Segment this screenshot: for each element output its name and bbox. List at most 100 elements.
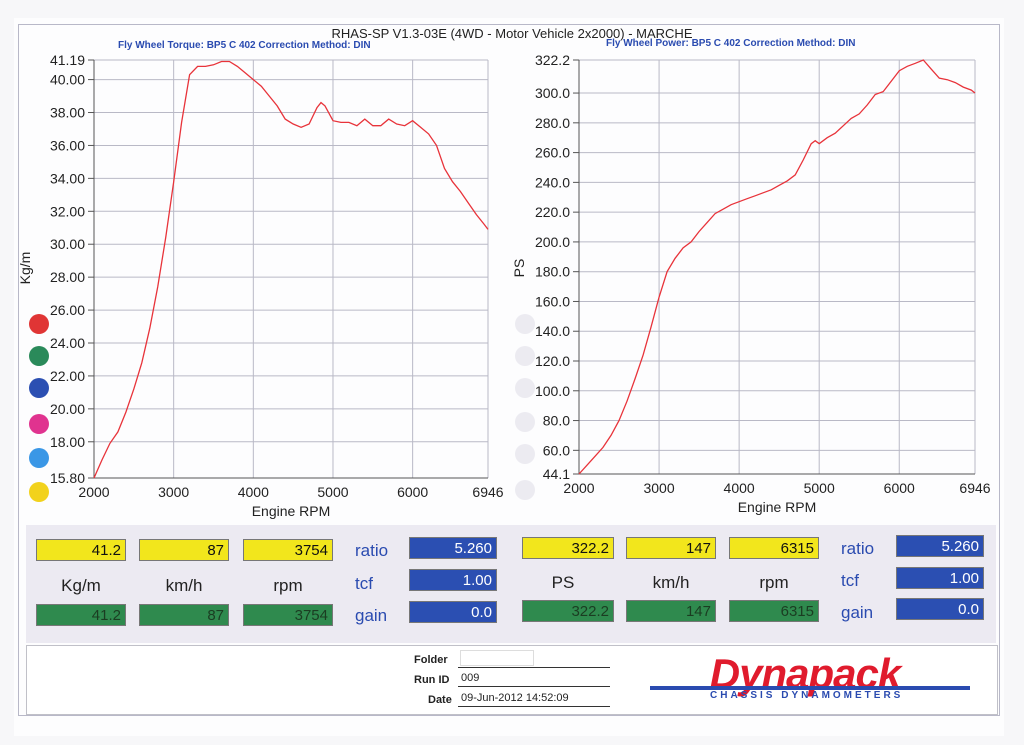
torque-y-axis-label: Kg/m [17,252,33,285]
torque-curve [93,60,489,479]
logo-tagline: CHASSIS DYNAMOMETERS [710,690,904,701]
torque-y-tick-label: 32.00 [50,203,85,219]
torque-x-tick-label: 5000 [317,484,348,500]
tcf-value-right[interactable]: 1.00 [896,567,984,589]
torque-y-tick-label: 15.80 [50,470,85,486]
runid-value: 009 [461,672,480,684]
torque-y-tick-label: 24.00 [50,335,85,351]
power-y-tick-label: 280.0 [535,115,570,131]
unit-torque: Kg/m [61,576,101,595]
ratio-value-right[interactable]: 5.260 [896,535,984,557]
unit-speed: km/h [165,576,203,595]
power-y-tick-label: 140.0 [535,323,570,339]
torque-y-tick-label: 22.00 [50,368,85,384]
torque-y-tick-label: 30.00 [50,236,85,252]
power-curve [578,59,976,475]
gain-value-right[interactable]: 0.0 [896,598,984,620]
power-y-tick-label: 44.1 [543,466,570,482]
power-y-axis-label: PS [511,259,527,278]
ratio-label-right: ratio [841,539,875,558]
torque-y-tick-label: 38.00 [50,105,85,121]
torque-y-tick-label: 40.00 [50,72,85,88]
max-torque-box: 41.2 [36,539,126,561]
power-x-tick-label: 6000 [884,480,915,496]
cur-rpm-box-right: 6315 [729,600,819,622]
power-y-tick-label: 300.0 [535,85,570,101]
power-y-tick-label: 60.0 [543,442,570,458]
run-slot-4[interactable] [515,412,535,432]
unit-speed-right: km/h [652,573,690,592]
folder-underline [458,667,610,668]
torque-x-tick-label: 6000 [397,484,428,500]
run-slot-1[interactable] [515,314,535,334]
ratio-label: ratio [355,541,389,560]
run-dot-blue[interactable] [29,378,49,398]
cur-speed-box: 87 [139,604,229,626]
runid-underline [458,686,610,687]
max-speed-box: 87 [139,539,229,561]
unit-power: PS [551,573,575,592]
torque-x-tick-label: 3000 [158,484,189,500]
ratio-value[interactable]: 5.260 [409,537,497,559]
dynapack-logo: Dynapack CHASSIS DYNAMOMETERS [640,650,980,710]
power-y-tick-label: 220.0 [535,204,570,220]
tcf-label: tcf [355,574,373,593]
torque-y-tick-label: 34.00 [50,170,85,186]
torque-x-tick-label: 2000 [78,484,109,500]
cur-power-box: 322.2 [522,600,614,622]
tcf-label-right: tcf [841,571,859,590]
power-y-tick-label: 100.0 [535,383,570,399]
sheet-frame [18,24,1000,716]
torque-x-tick-label: 6946 [472,484,503,500]
unit-rpm: rpm [273,576,303,595]
report-title: RHAS-SP V1.3-03E (4WD - Motor Vehicle 2x… [331,26,693,41]
unit-rpm-right: rpm [759,573,789,592]
torque-y-tick-label: 41.19 [50,52,85,68]
power-y-tick-label: 260.0 [535,145,570,161]
run-dot-green[interactable] [29,346,49,366]
power-y-tick-label: 120.0 [535,353,570,369]
torque-chart: 2000 3000 4000 5000 6000 6946 15.80 18.00 20.00 2… [17,52,504,519]
torque-x-tick-label: 4000 [238,484,269,500]
gain-label: gain [355,606,388,625]
power-x-tick-label: 6946 [959,480,990,496]
date-label: Date [428,694,452,706]
max-speed-box-right: 147 [626,537,716,559]
torque-y-tick-label: 26.00 [50,302,85,318]
max-rpm-box-right: 6315 [729,537,819,559]
power-x-tick-label: 3000 [643,480,674,496]
runid-label: Run ID [414,674,450,686]
cur-torque-box: 41.2 [36,604,126,626]
run-dot-lightblue[interactable] [29,448,49,468]
power-x-tick-label: 5000 [804,480,835,496]
power-y-tick-label: 240.0 [535,174,570,190]
power-chart: 2000 3000 4000 5000 6000 6946 44.1 60.0 80.0 100.… [511,52,991,515]
power-y-tick-label: 200.0 [535,234,570,250]
gain-label-right: gain [841,603,874,622]
tcf-value[interactable]: 1.00 [409,569,497,591]
run-dot-red[interactable] [29,314,49,334]
power-y-tick-label: 180.0 [535,264,570,280]
run-dot-yellow[interactable] [29,482,49,502]
run-slot-2[interactable] [515,346,535,366]
max-power-box: 322.2 [522,537,614,559]
power-y-tick-label: 80.0 [543,413,570,429]
gain-value[interactable]: 0.0 [409,601,497,623]
run-dot-pink[interactable] [29,414,49,434]
power-x-tick-label: 4000 [724,480,755,496]
run-slot-5[interactable] [515,444,535,464]
folder-field[interactable] [460,650,534,666]
date-value: 09-Jun-2012 14:52:09 [461,692,569,704]
run-slot-6[interactable] [515,480,535,500]
power-x-axis-label: Engine RPM [738,499,817,515]
logo-swoosh [650,686,970,690]
run-slot-3[interactable] [515,378,535,398]
cur-rpm-box: 3754 [243,604,333,626]
torque-y-tick-label: 28.00 [50,269,85,285]
power-subtitle: Fly Wheel Power: BP5 C 402 Correction Me… [606,38,856,49]
torque-subtitle: Fly Wheel Torque: BP5 C 402 Correction M… [118,40,371,51]
folder-label: Folder [414,654,448,666]
torque-y-tick-label: 20.00 [50,401,85,417]
power-x-tick-label: 2000 [563,480,594,496]
torque-y-tick-label: 36.00 [50,137,85,153]
